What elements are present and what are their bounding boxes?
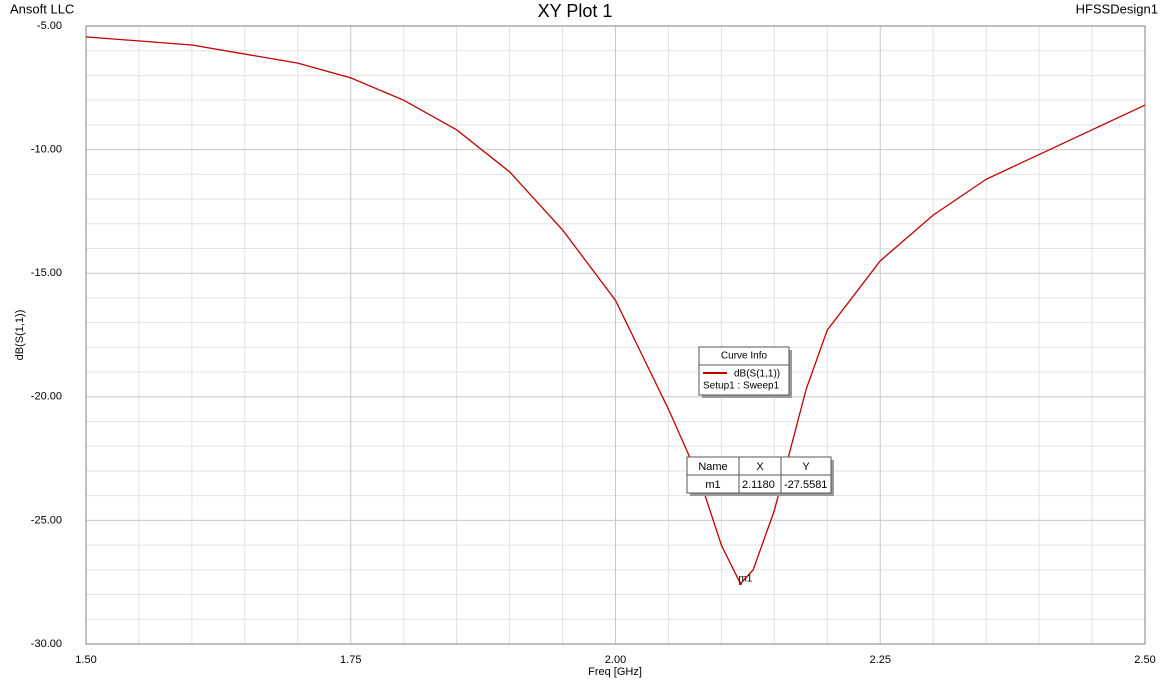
table-header: Name (698, 461, 727, 473)
y-axis-label: dB(S(1,1)) (14, 310, 26, 361)
marker-point (738, 582, 742, 586)
x-tick-label: 1.75 (340, 654, 361, 666)
x-tick-label: 2.50 (1134, 654, 1155, 666)
legend-setup: Setup1 : Sweep1 (703, 381, 780, 392)
table-cell: -27.5581 (784, 479, 827, 491)
table-cell: 2.1180 (742, 479, 775, 491)
y-tick-label: -10.00 (31, 144, 62, 156)
x-tick-label: 2.25 (870, 654, 891, 666)
chart-title: XY Plot 1 (538, 1, 613, 21)
design-label: HFSSDesign1 (1076, 1, 1158, 16)
legend-entry: dB(S(1,1)) (734, 369, 780, 380)
marker-label: m1 (738, 573, 752, 584)
x-axis-label: Freq [GHz] (588, 666, 642, 678)
company-label: Ansoft LLC (10, 1, 74, 16)
x-tick-label: 2.00 (605, 654, 626, 666)
table-cell: m1 (705, 479, 720, 491)
y-tick-label: -20.00 (31, 391, 62, 403)
plot-frame (85, 25, 1146, 645)
legend-box (698, 346, 790, 396)
series-line (85, 36, 1146, 585)
y-tick-label: -30.00 (31, 638, 62, 650)
legend-title: Curve Info (721, 351, 768, 362)
table-header: X (756, 461, 764, 473)
y-tick-label: -25.00 (31, 514, 62, 526)
y-tick-label: -15.00 (31, 267, 62, 279)
x-tick-label: 1.50 (75, 654, 96, 666)
y-tick-label: -5.00 (37, 20, 62, 32)
table-header: Y (802, 461, 810, 473)
